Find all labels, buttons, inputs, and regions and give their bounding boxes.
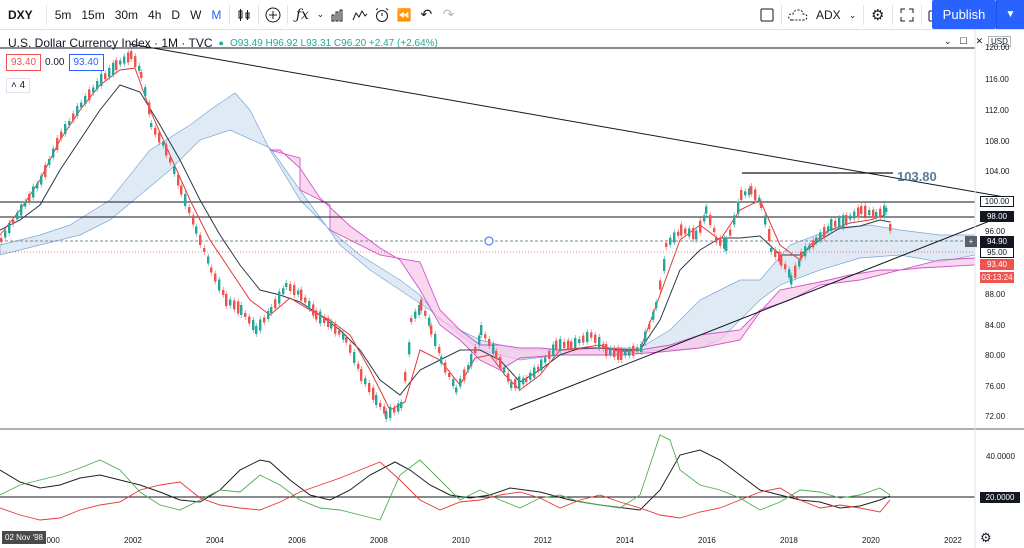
layout-square-icon[interactable] [756,0,778,30]
price-tick: 112.00 [985,106,1009,115]
chevron-down-icon[interactable]: ▼ [996,0,1024,29]
compare-plus-icon[interactable] [262,0,284,30]
buy-price-box[interactable]: 93.40 [68,54,104,71]
ma-dark-line [0,84,891,396]
price-tick: 104.00 [985,167,1010,176]
templates-icon[interactable] [349,0,371,30]
sell-price-box[interactable]: 93.40 [6,54,42,71]
toolbar-divider [287,4,289,25]
publish-button[interactable]: Publish [932,0,996,29]
year-tick: 2006 [288,536,306,545]
pane-collapse-icon[interactable]: ⌄ [944,36,952,46]
plus-di-line [0,434,891,521]
year-tick: 2022 [944,536,962,545]
pane-controls: ⌄ ☐ ✕ [944,36,983,47]
adx-tick-40: 40.0000 [986,452,1015,461]
toolbar-divider [891,5,893,25]
ohlc-values: O93.49 H96.92 L93.31 C96.20 +2.47 (+2.64… [229,37,438,49]
year-tick: 2002 [124,536,142,545]
replay-icon[interactable]: ⏪ [396,7,412,22]
legend-collapse-button[interactable]: ˄ 4 [6,78,31,93]
year-tick: 2020 [862,536,880,545]
pane-maximize-icon[interactable]: ☐ [959,36,968,46]
symbol-title[interactable]: U.S. Dollar Currency Index · 1M · TVC [8,36,213,50]
trade-buttons: 93.40 0.00 93.40 [6,54,104,71]
chart-legend: U.S. Dollar Currency Index · 1M · TVC ● … [8,36,438,50]
price-tick: 108.00 [985,137,1010,146]
ichimoku-cloud-pink [269,149,976,371]
toolbar-divider [258,4,260,25]
cursor-date-label: 02 Nov '98 [2,531,46,544]
tag-9490: 94.90 [980,236,1014,247]
redo-icon[interactable]: ↷ [442,6,455,22]
symbol-search-button[interactable]: DXY [8,7,33,22]
tag-9340: 93.40 [980,259,1014,270]
year-tick: 2012 [534,536,552,545]
countdown-tag: 03:13:24 [980,272,1014,283]
chevron-down-icon[interactable]: ⌄ [316,9,325,19]
chart-canvas[interactable]: 103.80 [0,30,1024,548]
indicators-fx-icon[interactable]: ƒx [295,6,309,23]
price-tick: 88.00 [985,290,1006,299]
price-tick: 80.00 [985,351,1006,360]
trendline-descending[interactable] [129,43,1011,199]
fullscreen-icon[interactable] [896,0,918,30]
undo-icon[interactable]: ↶ [420,6,433,22]
price-tick: 72.00 [985,412,1006,421]
indicator-count: 4 [19,80,26,91]
timeframe-d[interactable]: D [171,7,181,22]
ma-red-line [0,67,886,411]
minus-di-line [0,461,891,521]
top-toolbar: DXY 5m 15m 30m 4h D W M ƒx ⌄ ⏪ ↶ ↷ [0,0,1024,30]
market-dot-icon: ● [218,38,224,48]
year-tick: 2016 [698,536,716,545]
year-tick: 2004 [206,536,224,545]
price-tick: 120.00 [985,43,1010,52]
toolbar-divider [781,5,782,25]
indicator-name-label[interactable]: ADX [816,8,841,22]
chevron-down-icon[interactable]: ⌄ [848,9,857,20]
tag-98: 98.00 [980,211,1014,222]
timeframe-m[interactable]: M [211,7,222,22]
trendline-ascending[interactable] [509,212,1011,411]
tag-95: 95.00 [980,247,1014,258]
year-tick: 2018 [780,536,798,545]
timeframe-w[interactable]: W [190,7,202,22]
gear-icon[interactable]: ⚙ [980,530,992,545]
adx-tag-20: 20.0000 [980,492,1020,503]
financials-icon[interactable] [327,0,349,30]
toolbar-divider [45,4,47,25]
timeframe-15m[interactable]: 15m [81,7,105,22]
price-tick: 84.00 [985,321,1006,330]
pane-close-icon[interactable]: ✕ [975,36,984,46]
toolbar-divider [229,4,231,25]
adx-line [0,449,891,511]
toolbar-divider [862,5,864,25]
timeframe-5m[interactable]: 5m [54,7,72,22]
tag-100: 100.00 [980,196,1014,207]
year-tick: 2008 [370,536,388,545]
currency-label[interactable]: USD [988,36,1011,47]
annotation-103-80: 103.80 [897,169,937,184]
cloud-icon[interactable] [785,0,811,30]
drawing-handle[interactable] [484,236,494,246]
year-tick: 2014 [616,536,634,545]
crosshair-plus-icon[interactable]: + [965,236,977,247]
timeframe-30m[interactable]: 30m [114,7,139,22]
alert-clock-icon[interactable] [371,0,393,30]
right-toolbar-group: ADX ⌄ ⚙ [756,0,947,30]
toolbar-divider [920,5,922,25]
timeframe-4h[interactable]: 4h [148,7,162,22]
candlestick-series [0,48,892,422]
year-tick: 2000 [42,536,60,545]
price-tick: 76.00 [985,382,1006,391]
price-tick: 96.00 [985,227,1006,236]
gear-icon[interactable]: ⚙ [870,7,885,24]
year-tick: 2010 [452,536,470,545]
candles-icon[interactable] [233,0,255,30]
spread-value: 0.00 [45,57,65,68]
price-tick: 116.00 [985,75,1009,84]
